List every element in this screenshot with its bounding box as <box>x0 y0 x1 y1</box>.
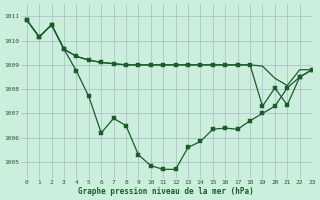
X-axis label: Graphe pression niveau de la mer (hPa): Graphe pression niveau de la mer (hPa) <box>78 187 254 196</box>
